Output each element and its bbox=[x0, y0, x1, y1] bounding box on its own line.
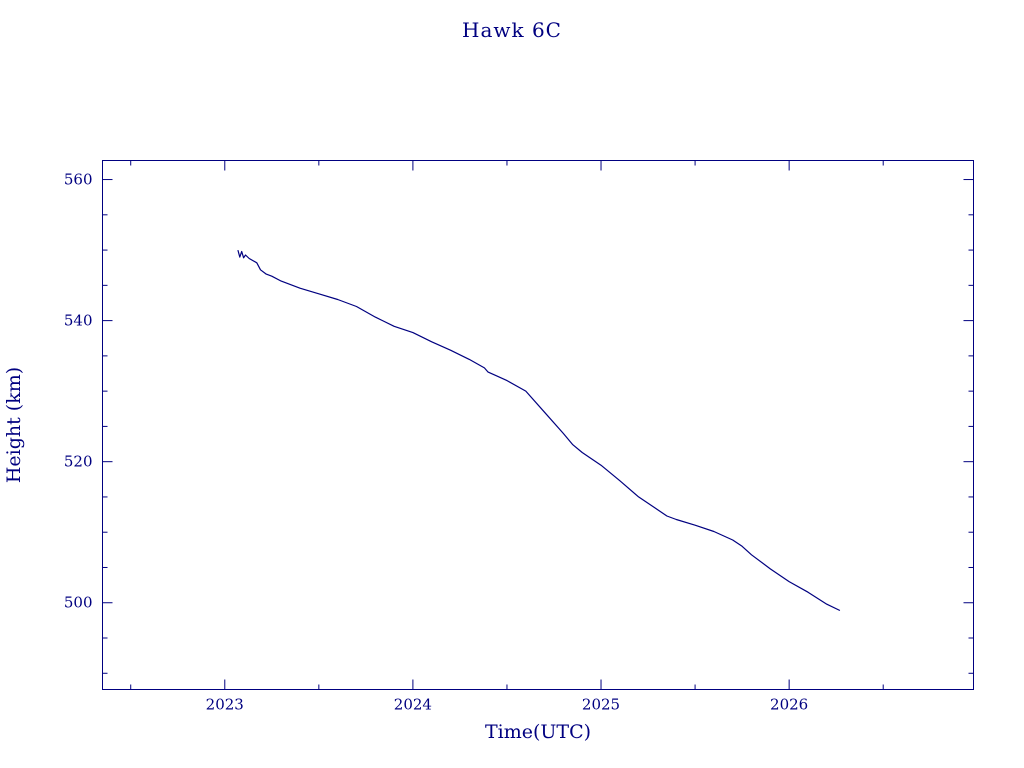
x-tick-label: 2025 bbox=[582, 696, 620, 714]
chart-title: Hawk 6C bbox=[462, 18, 562, 42]
x-axis-title: Time(UTC) bbox=[485, 721, 591, 743]
axis-tick-labels: 2023 2024 2025 2026 500 520 540 560 bbox=[64, 171, 808, 714]
y-axis-title: Height (km) bbox=[3, 367, 25, 483]
x-tick-label: 2026 bbox=[770, 696, 808, 714]
y-tick-label: 520 bbox=[64, 453, 93, 471]
y-tick-label: 540 bbox=[64, 312, 93, 330]
series-line-height bbox=[237, 249, 841, 612]
x-tick-label: 2023 bbox=[206, 696, 244, 714]
y-tick-label: 560 bbox=[64, 171, 93, 189]
axis-ticks bbox=[102, 160, 974, 690]
x-tick-label: 2024 bbox=[394, 696, 432, 714]
plot-frame bbox=[102, 160, 974, 690]
y-tick-label: 500 bbox=[64, 594, 93, 612]
